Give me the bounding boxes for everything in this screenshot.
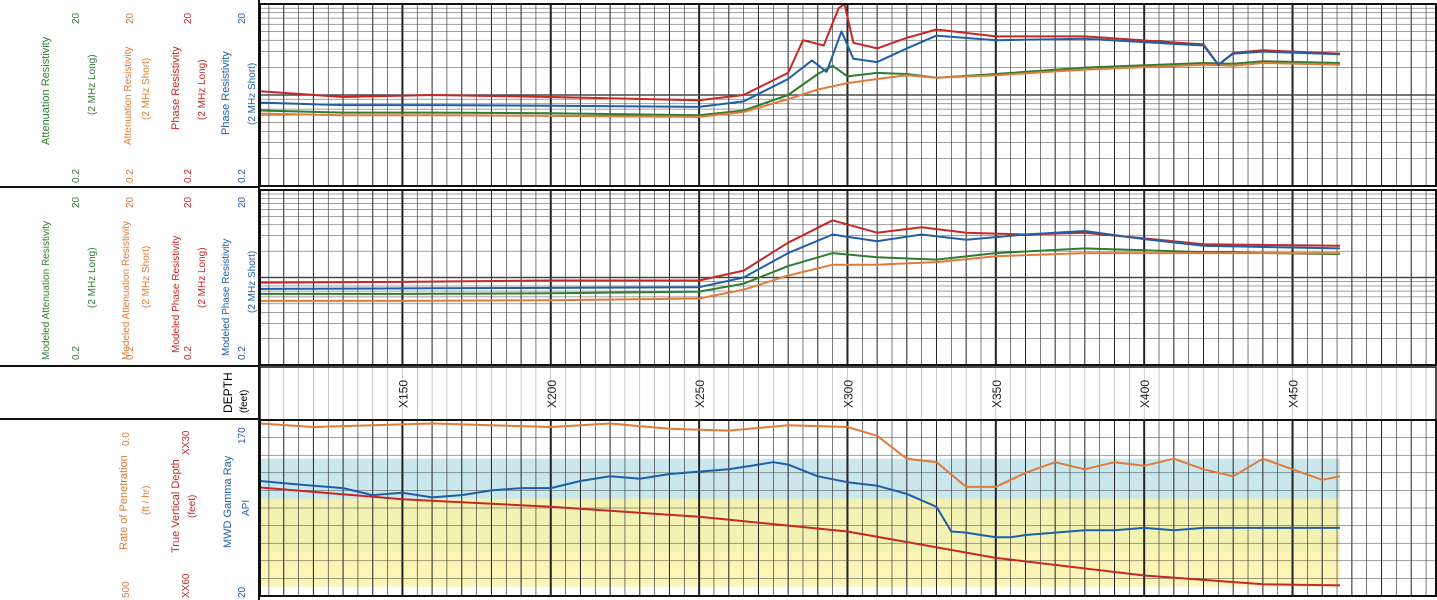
scale-min: XX60 [181, 573, 192, 598]
curve-label: Modeled Attenuation Resistivity [41, 221, 52, 360]
curve-sub: (feet) [187, 494, 198, 518]
resistivity-curve [260, 62, 1341, 118]
modeled-resistivity-curve [260, 230, 1341, 290]
scale-min: 0.2 [183, 169, 194, 183]
drilling-curve [260, 461, 1340, 539]
curve-sub: (2 MHz Short) [247, 62, 258, 125]
curve-label: MWD Gamma Ray [222, 455, 234, 548]
modeled-resistivity-curve [260, 247, 1341, 295]
resistivity-curve [260, 30, 1341, 108]
scale-min: 0.2 [125, 346, 136, 360]
curve-sub: (2 MHz Short) [247, 250, 258, 313]
log-plot: X150 X200 X250 X300 X350 X400 X450 [260, 3, 1437, 597]
curve-label: Rate of Penetration [118, 455, 130, 550]
depth-tick-label: X350 [990, 380, 1004, 408]
curve-label: Modeled Phase Resistivity [171, 235, 182, 353]
scale-max: 20 [125, 196, 136, 208]
curve-label: Attenuation Resistivity [123, 46, 134, 145]
depth-tick-label: X300 [841, 380, 855, 408]
depth-track-frame [260, 366, 1437, 421]
panel-frame [260, 3, 1437, 187]
depth-unit: (feet) [239, 389, 250, 413]
scale-max: 20 [237, 12, 248, 24]
curve-sub: (ft / hr) [141, 485, 152, 515]
scale-min: 500 [121, 581, 132, 598]
curve-sub: (2 MHz Long) [197, 59, 208, 120]
scale-min: 0.2 [71, 169, 82, 183]
scale-max: XX30 [181, 430, 192, 455]
scale-min: 0.2 [125, 169, 136, 183]
scale-max: 0.0 [121, 432, 132, 446]
scale-min: 20 [237, 586, 248, 598]
curve-sub: API [241, 499, 252, 516]
scale-max: 20 [237, 196, 248, 208]
track2-header: Modeled Attenuation Resistivity (2 MHz L… [0, 188, 260, 367]
depth-tick-label: X450 [1287, 380, 1301, 408]
track3-header: Rate of Penetration (ft / hr) 500 0.0 Tr… [0, 420, 260, 600]
depth-header: DEPTH (feet) [0, 367, 260, 420]
depth-tick-label: X200 [545, 380, 559, 408]
scale-min: 0.2 [237, 346, 248, 360]
track1-header: Attenuation Resistivity (2 MHz Long) 0.2… [0, 0, 260, 188]
curve-label: Modeled Phase Resistivity [221, 238, 232, 356]
curve-sub: (2 MHz Long) [87, 247, 98, 308]
curve-sub: (2 MHz Long) [197, 247, 208, 308]
scale-min: 0.2 [183, 346, 194, 360]
scale-max: 20 [125, 12, 136, 24]
panel-frame [260, 189, 1437, 366]
curve-label: Phase Resistivity [220, 51, 232, 135]
scale-min: 0.2 [71, 346, 82, 360]
curve-sub: (2 MHz Short) [141, 57, 152, 120]
scale-max: 20 [183, 196, 194, 208]
curve-label: True Vertical Depth [170, 459, 182, 553]
scale-max: 20 [71, 12, 82, 24]
scale-max: 20 [71, 196, 82, 208]
scale-max: 20 [183, 12, 194, 24]
modeled-resistivity-curve [260, 252, 1340, 302]
curve-label: Phase Resistivity [170, 46, 182, 130]
depth-tick-label: X250 [693, 380, 707, 408]
resistivity-curve [260, 60, 1341, 117]
depth-label: DEPTH [221, 372, 235, 413]
scale-min: 0.2 [237, 169, 248, 183]
drilling-curve [260, 422, 1341, 488]
curve-sub: (2 MHz Long) [87, 54, 98, 115]
shaded-band [260, 498, 1340, 587]
depth-tick-label: X400 [1138, 380, 1152, 408]
curve-label: Modeled Attenuation Resistivity [121, 221, 132, 360]
curve-label: Attenuation Resistivity [40, 36, 52, 145]
depth-tick-label: X150 [396, 380, 410, 408]
drilling-curve [260, 486, 1341, 587]
curve-sub: (2 MHz Short) [141, 245, 152, 308]
scale-max: 170 [237, 427, 248, 444]
